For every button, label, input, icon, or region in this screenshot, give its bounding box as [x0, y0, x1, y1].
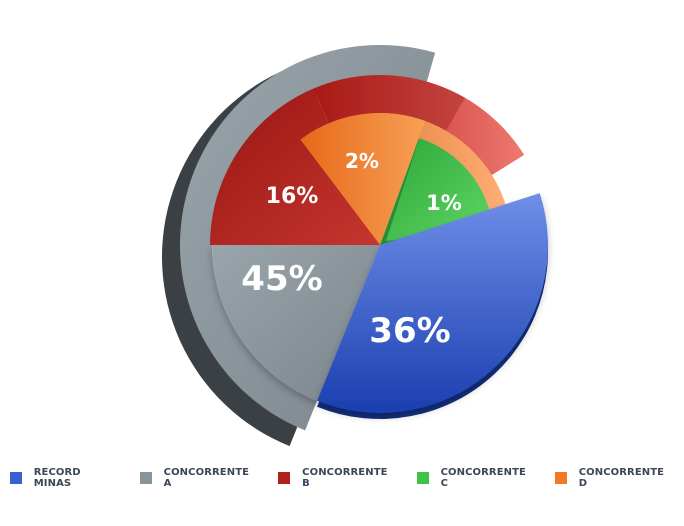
legend-item: CONCORRENTE A [139, 467, 259, 489]
legend-swatch [554, 472, 567, 484]
red-slice [210, 88, 380, 245]
legend-label: RECORD MINAS [33, 467, 81, 489]
legend-swatch [10, 472, 22, 484]
legend: RECORD MINAS CONCORRENTE A CONCORRENTE B CO… [0, 466, 684, 490]
green-slice-label: 1% [426, 191, 462, 215]
pie-chart-svg: 36% 45% 16% 1% 2% [161, 45, 548, 447]
legend-item: CONCORRENTE B [278, 467, 396, 489]
legend-swatch [416, 472, 429, 484]
gray-slice [212, 245, 380, 401]
blue-slice-label: 36% [369, 311, 450, 351]
legend-item: CONCORRENTE D [554, 467, 674, 489]
red-slice-label: 16% [266, 184, 319, 209]
pie-chart: 36% 45% 16% 1% 2% [161, 45, 548, 447]
legend-swatch [139, 472, 152, 484]
gray-slice-label: 45% [241, 259, 322, 299]
legend-swatch [278, 472, 291, 484]
legend-label: CONCORRENTE D [578, 467, 665, 489]
legend-label: CONCORRENTE B [302, 467, 388, 489]
legend-label: CONCORRENTE A [163, 467, 250, 489]
green-slice [386, 138, 494, 241]
orange-slice [300, 113, 426, 246]
legend-label: CONCORRENTE C [440, 467, 526, 489]
orange-slice-label: 2% [345, 149, 379, 173]
blue-slice [317, 193, 548, 413]
legend-item: RECORD MINAS [10, 467, 120, 489]
legend-item: CONCORRENTE C [416, 467, 535, 489]
gray-slice-rim [180, 45, 436, 431]
